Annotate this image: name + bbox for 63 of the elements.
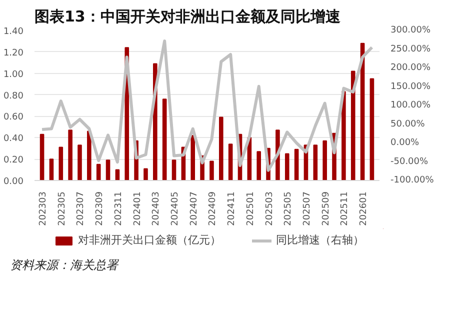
x-tick-label: 202305	[57, 191, 68, 226]
bar	[96, 164, 101, 180]
x-tick-label: 202503	[264, 191, 275, 226]
x-tick-label: 202601	[359, 191, 370, 226]
x-tick-label: 202509	[321, 191, 332, 226]
bar	[284, 153, 290, 180]
bar	[322, 140, 327, 180]
y2-tick-label: 100.00%	[390, 100, 431, 110]
x-tick-label: 202307	[76, 191, 86, 226]
bar	[58, 146, 64, 180]
x-tick-label: 202407	[189, 191, 200, 226]
legend-label: 对非洲开关出口金额（亿元）	[78, 232, 221, 248]
bar	[350, 70, 356, 180]
y-tick-label: 1.40	[3, 27, 24, 37]
bar	[40, 134, 44, 180]
bar	[144, 168, 148, 180]
y2-tick-label: 50.00%	[390, 119, 426, 130]
y-tick-label: 0.80	[3, 91, 24, 102]
bar	[228, 144, 233, 180]
x-tick-label: 202501	[246, 191, 256, 226]
x-tick-label: 202409	[208, 191, 218, 226]
bar	[190, 135, 196, 180]
bar	[256, 151, 261, 180]
x-tick-label: 202403	[152, 191, 162, 226]
y-tick-label: 1.00	[3, 70, 24, 80]
bar	[78, 144, 82, 180]
line-series	[40, 40, 374, 172]
text: 资料来源：海关总署	[10, 257, 118, 274]
x-tick-label: 202405	[170, 191, 181, 226]
bar	[172, 160, 176, 180]
y2-tick-label: 0.00%	[390, 138, 420, 148]
bar	[49, 158, 54, 180]
y2-tick-label: 150.00%	[390, 82, 431, 92]
x-tick-label: 202309	[95, 191, 106, 226]
y-tick-label: 1.20	[3, 48, 24, 58]
legend-label: 同比增速（右轴）	[276, 232, 364, 248]
bar	[210, 160, 214, 180]
y-tick-label: 0.00	[3, 177, 24, 187]
bar	[313, 144, 318, 180]
x-tick-label: 202303	[38, 191, 49, 226]
x-tick-label: 202505	[284, 191, 294, 226]
bar	[342, 91, 346, 180]
x-tick-label: 202507	[302, 191, 312, 226]
bar	[294, 148, 299, 180]
y2-tick-label: 200.00%	[390, 63, 431, 73]
x-tick-label: 202311	[114, 191, 124, 226]
bar	[87, 130, 92, 180]
y-tick-label: 0.20	[3, 156, 24, 166]
y-tick-label: 0.60	[3, 112, 24, 123]
y-tick-label: 0.40	[3, 134, 24, 144]
y2-tick-label: 250.00%	[390, 44, 431, 54]
x-tick-label: 202411	[227, 191, 238, 226]
y2-tick-label: -50.00%	[390, 156, 429, 167]
x-tick-label: 202511	[340, 191, 350, 226]
x-tick-label: 202401	[132, 191, 143, 226]
bar	[162, 98, 167, 180]
bar	[370, 78, 374, 180]
bar	[68, 130, 72, 180]
bar	[106, 160, 110, 180]
bar	[218, 116, 224, 180]
y2-tick-label: -100.00%	[390, 176, 434, 186]
chart-title: 图表13：中国开关对非洲出口金额及同比增速	[34, 8, 342, 26]
y2-tick-label: 300.00%	[390, 26, 431, 36]
